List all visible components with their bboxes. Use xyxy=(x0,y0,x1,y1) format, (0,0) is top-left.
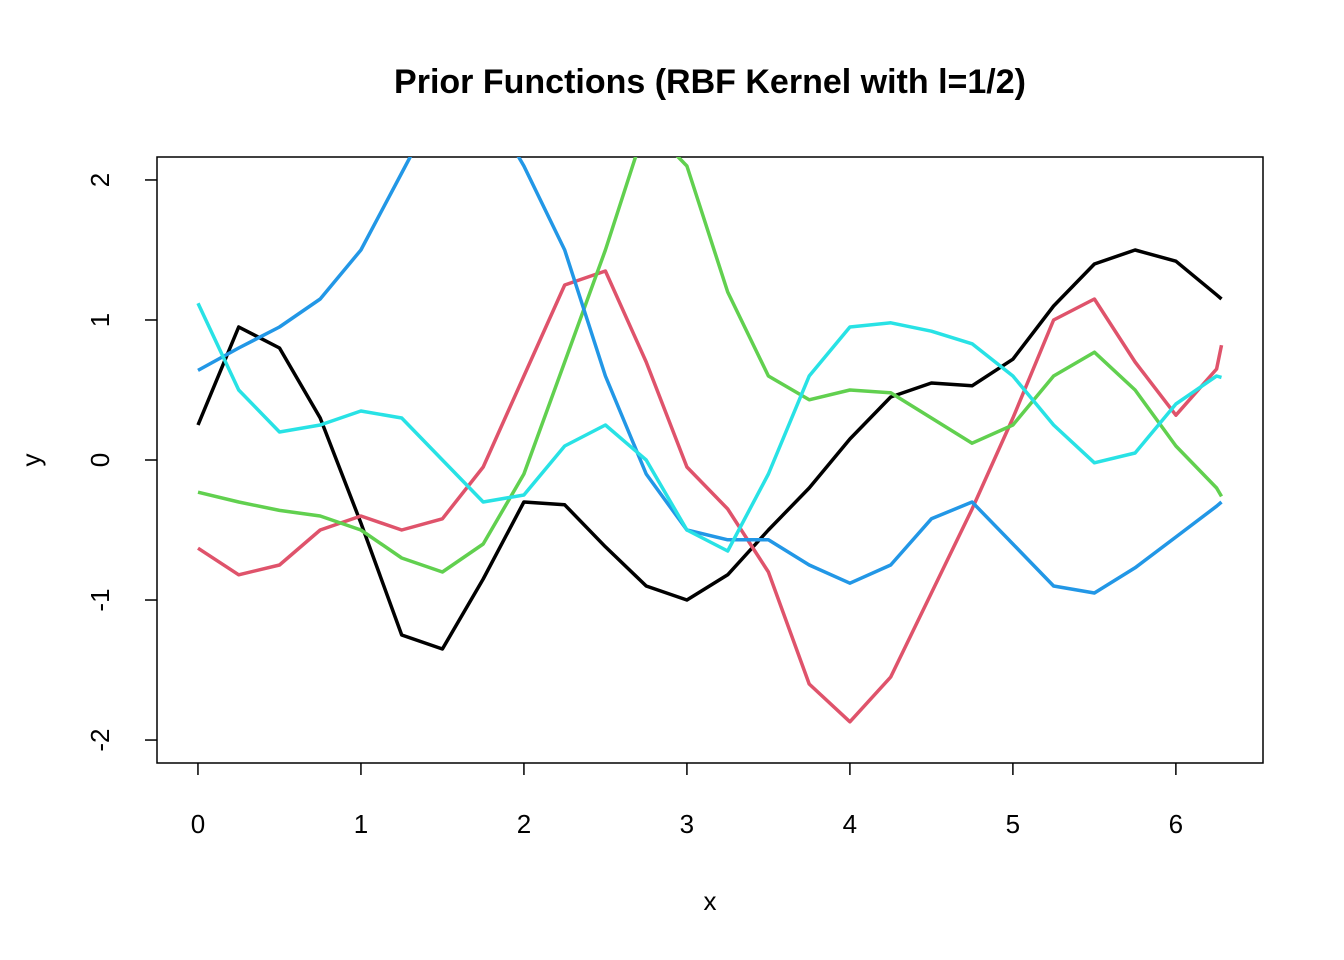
series-line xyxy=(197,157,1223,595)
x-tick-label: 1 xyxy=(354,809,368,839)
x-tick-label: 5 xyxy=(1006,809,1020,839)
series-line xyxy=(197,157,1224,574)
series-line xyxy=(196,302,1222,553)
y-axis-label: y xyxy=(16,454,46,467)
x-tick-label: 2 xyxy=(517,809,531,839)
y-tick-label: 1 xyxy=(85,313,115,327)
y-tick-label: -1 xyxy=(85,588,115,611)
y-tick-label: 2 xyxy=(85,173,115,187)
x-tick-label: 4 xyxy=(843,809,857,839)
series-line xyxy=(197,269,1224,724)
x-tick-label: 3 xyxy=(680,809,694,839)
plot-area xyxy=(196,157,1224,724)
x-axis-label: x xyxy=(704,886,717,916)
series-line xyxy=(196,248,1223,651)
y-tick-label: -2 xyxy=(85,728,115,751)
y-tick-label: 0 xyxy=(85,453,115,467)
x-tick-label: 0 xyxy=(191,809,205,839)
x-tick-label: 6 xyxy=(1169,809,1183,839)
plot-box xyxy=(156,156,1264,764)
chart-title: Prior Functions (RBF Kernel with l=1/2) xyxy=(394,63,1026,101)
